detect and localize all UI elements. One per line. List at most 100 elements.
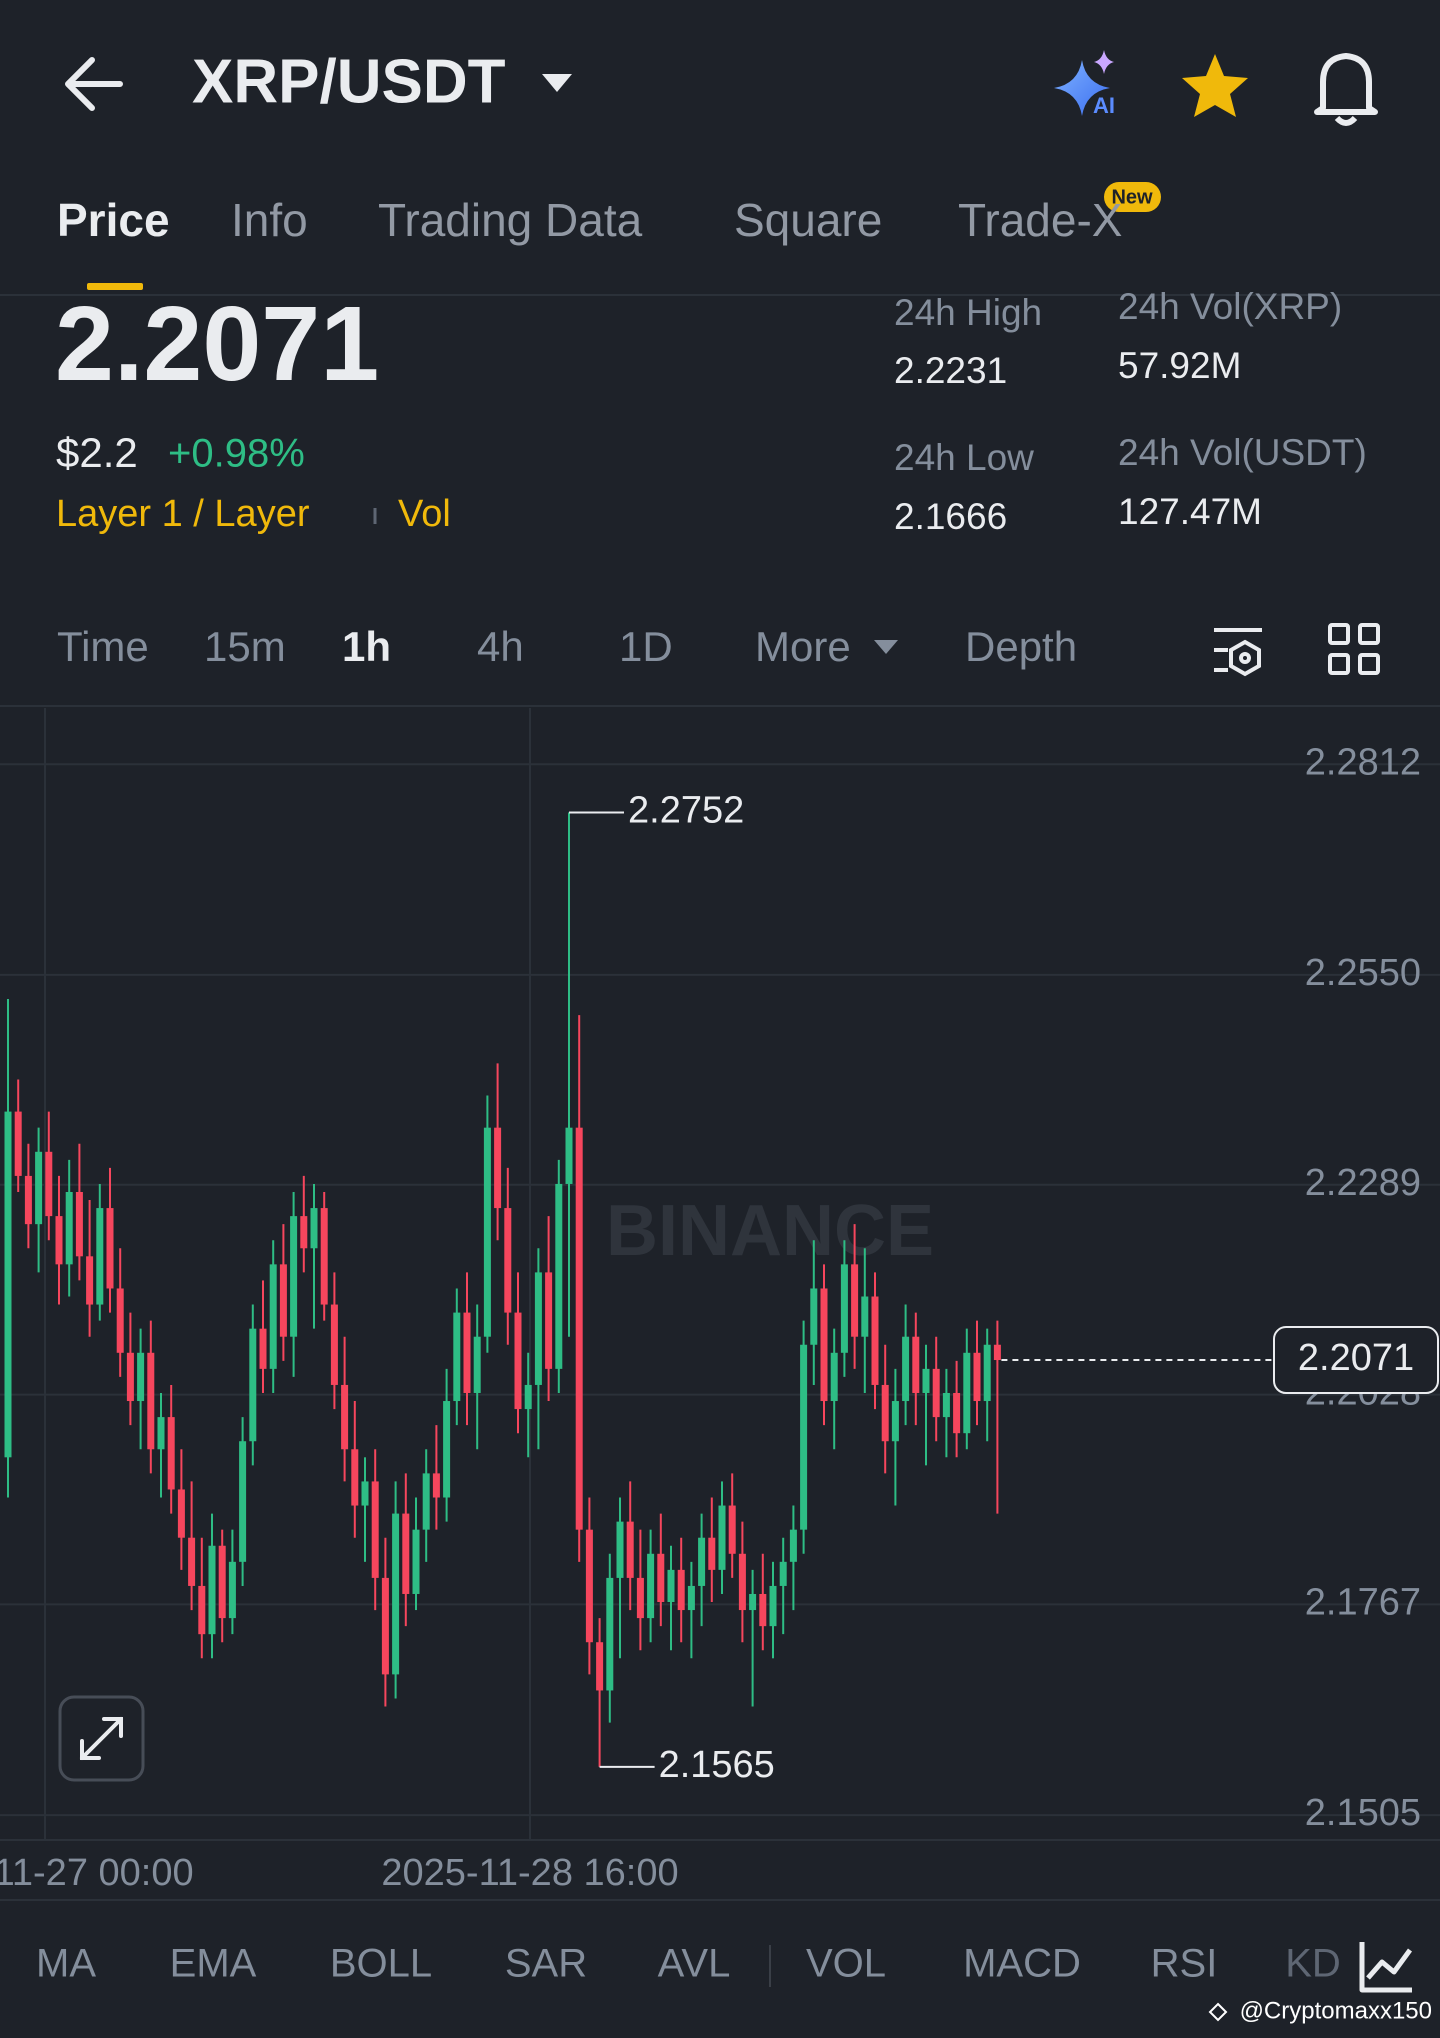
candle-body bbox=[851, 1264, 859, 1337]
ai-badge: AI bbox=[1093, 93, 1115, 118]
candle-body bbox=[555, 1183, 563, 1369]
candle-body bbox=[677, 1569, 685, 1611]
candle-body bbox=[575, 1127, 583, 1530]
candle-body bbox=[218, 1545, 226, 1619]
candle-body bbox=[830, 1352, 838, 1402]
candle-body bbox=[993, 1344, 1001, 1361]
candle-body bbox=[667, 1569, 675, 1603]
pair-title[interactable]: XRP/USDT bbox=[192, 47, 506, 116]
candle-body bbox=[86, 1256, 94, 1305]
candle-body bbox=[45, 1151, 53, 1217]
candle-body bbox=[738, 1553, 746, 1611]
alert-bell[interactable] bbox=[1314, 53, 1378, 126]
candle-body bbox=[279, 1264, 287, 1337]
candle-body bbox=[759, 1593, 767, 1627]
back-button[interactable] bbox=[65, 57, 123, 111]
sector-tag: Vol bbox=[398, 493, 451, 535]
candle-body bbox=[708, 1537, 716, 1570]
y-tick-label: 2.1767 bbox=[1305, 1581, 1421, 1623]
candle-body bbox=[361, 1481, 369, 1506]
stat-value: 2.1666 bbox=[894, 496, 1007, 537]
chart: 2.28122.25502.22892.20282.17672.1505BINA… bbox=[0, 741, 1440, 1894]
candle-body bbox=[249, 1328, 257, 1442]
candle-body bbox=[65, 1191, 73, 1265]
new-badge-bg bbox=[1104, 182, 1161, 212]
interval-option[interactable]: 4h bbox=[477, 623, 524, 670]
candle-body bbox=[208, 1545, 216, 1635]
interval-option[interactable]: More bbox=[755, 623, 851, 670]
ai-button[interactable] bbox=[1054, 50, 1114, 116]
stat-label: 24h Vol(XRP) bbox=[1118, 286, 1342, 327]
current-price-box bbox=[1273, 1326, 1439, 1395]
candle-body bbox=[749, 1593, 757, 1611]
candle-body bbox=[881, 1384, 889, 1442]
x-tick-label: 2025-11-27 00:00 bbox=[0, 1852, 194, 1894]
candle-body bbox=[453, 1312, 461, 1402]
candle-body bbox=[330, 1304, 338, 1385]
tab[interactable]: Info bbox=[231, 194, 308, 246]
indicator-option[interactable]: BOLL bbox=[330, 1942, 432, 1986]
candle-body bbox=[147, 1352, 155, 1450]
candle-body bbox=[922, 1368, 930, 1393]
candle-body bbox=[840, 1264, 848, 1353]
pair-dropdown[interactable] bbox=[542, 74, 572, 92]
price-change: +0.98% bbox=[168, 432, 305, 476]
interval-option[interactable]: Time bbox=[57, 623, 149, 670]
interval-option[interactable]: 1h bbox=[342, 623, 391, 670]
indicator-option[interactable]: EMA bbox=[170, 1942, 257, 1986]
indicator-option[interactable]: KD bbox=[1285, 1942, 1341, 1986]
credit: @Cryptomaxx150 bbox=[1240, 1997, 1432, 2024]
chart-settings[interactable] bbox=[1214, 628, 1262, 677]
sector-tag: Layer 1 / Layer bbox=[56, 493, 310, 535]
candle-body bbox=[14, 1111, 22, 1176]
stat-value: 127.47M bbox=[1118, 491, 1262, 532]
candle-body bbox=[647, 1553, 655, 1619]
tab[interactable]: Trade-X bbox=[958, 194, 1122, 246]
candle-body bbox=[912, 1336, 920, 1393]
interval-option[interactable]: Depth bbox=[965, 623, 1077, 670]
candle-body bbox=[290, 1216, 298, 1337]
watermark: BINANCE bbox=[606, 1191, 934, 1271]
candle-body bbox=[116, 1288, 124, 1353]
candle-body bbox=[504, 1208, 512, 1313]
candle-body bbox=[422, 1473, 430, 1530]
tab[interactable]: Trading Data bbox=[378, 194, 643, 246]
candle-body bbox=[973, 1352, 981, 1402]
indicator-option[interactable]: SAR bbox=[505, 1942, 587, 1986]
candle-body bbox=[137, 1352, 145, 1402]
candle-body bbox=[953, 1392, 961, 1434]
candle-body bbox=[4, 1111, 12, 1458]
chart-type-icon[interactable] bbox=[1359, 1942, 1413, 1993]
candle-body bbox=[718, 1505, 726, 1570]
candle-body bbox=[371, 1481, 379, 1578]
candle-body bbox=[800, 1344, 808, 1530]
indicator-option[interactable]: RSI bbox=[1151, 1942, 1218, 1986]
candle-body bbox=[820, 1288, 828, 1402]
fullscreen-button[interactable] bbox=[58, 1695, 145, 1782]
candle-body bbox=[320, 1208, 328, 1305]
candle-body bbox=[443, 1401, 451, 1498]
candle-body bbox=[402, 1513, 410, 1594]
y-tick-label: 2.2812 bbox=[1305, 741, 1421, 783]
indicator-option[interactable]: MA bbox=[36, 1942, 96, 1986]
candle-body bbox=[779, 1561, 787, 1586]
candle-body bbox=[432, 1473, 440, 1498]
candle-body bbox=[698, 1537, 706, 1586]
interval-option[interactable]: 1D bbox=[619, 623, 673, 670]
favorite-star[interactable] bbox=[1182, 54, 1248, 117]
tab[interactable]: Price bbox=[57, 194, 170, 246]
candle-body bbox=[983, 1344, 991, 1402]
interval-option[interactable]: 15m bbox=[204, 623, 286, 670]
indicator-option[interactable]: MACD bbox=[963, 1942, 1081, 1986]
tab[interactable]: Square bbox=[734, 194, 882, 246]
candle-body bbox=[341, 1384, 349, 1450]
candle-body bbox=[310, 1208, 318, 1249]
layout-icon[interactable] bbox=[1328, 623, 1380, 675]
candle-body bbox=[534, 1272, 542, 1385]
candle-body bbox=[188, 1537, 196, 1586]
credit-logo bbox=[1208, 2002, 1228, 2022]
indicator-option[interactable]: VOL bbox=[806, 1942, 886, 1986]
candle-body bbox=[75, 1191, 83, 1257]
indicator-option[interactable]: AVL bbox=[658, 1942, 731, 1986]
